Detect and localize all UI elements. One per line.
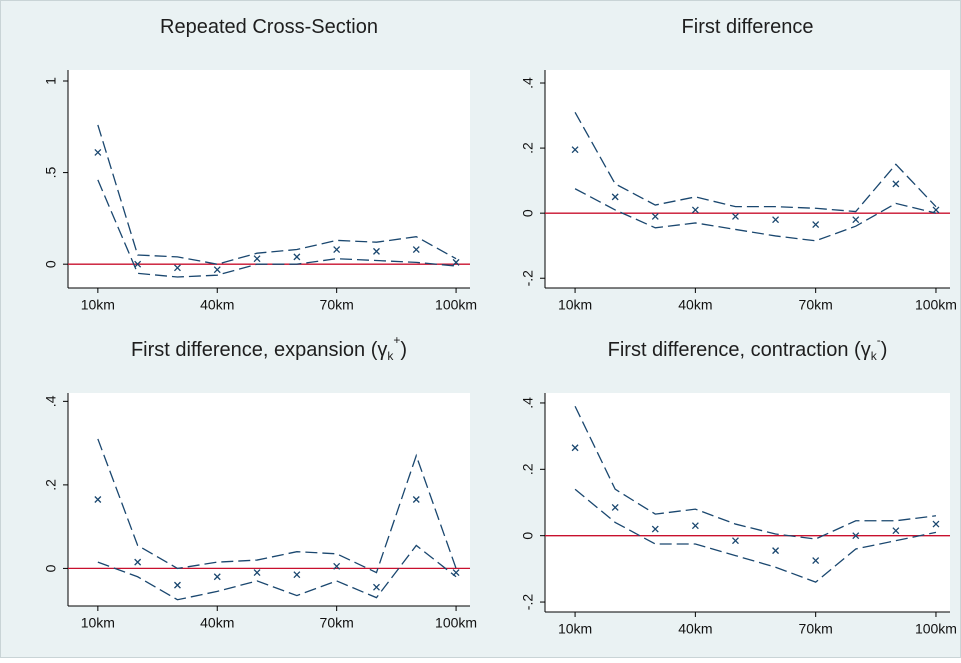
point-marker xyxy=(611,193,619,201)
point-marker xyxy=(134,558,142,566)
y-tick-label: -.2 xyxy=(520,270,536,287)
ci-line xyxy=(574,111,937,213)
title-main: Repeated Cross-Section xyxy=(160,16,378,38)
y-tick-label: .4 xyxy=(520,77,536,89)
x-tick-label: 40km xyxy=(678,297,712,313)
y-tick-label: 0 xyxy=(520,209,536,217)
plot-area xyxy=(68,393,470,606)
x-tick-label: 10km xyxy=(81,615,115,631)
y-tick-label: .2 xyxy=(43,479,59,491)
ci-line xyxy=(97,544,457,601)
y-tick-label: 0 xyxy=(43,260,59,268)
x-tick-label: 40km xyxy=(200,297,234,313)
point-marker xyxy=(333,246,341,253)
point-marker xyxy=(94,496,102,503)
point-marker xyxy=(373,247,380,255)
x-tick-label: 100km xyxy=(915,621,957,637)
point-marker xyxy=(691,522,699,530)
point-marker xyxy=(293,253,301,261)
point-marker xyxy=(213,266,221,274)
ci-line xyxy=(574,405,937,540)
x-tick-label: 70km xyxy=(320,615,354,631)
chart-title: First difference, contraction (γk -) xyxy=(608,333,888,363)
title-end: ) xyxy=(881,339,888,361)
y-tick-label: 0 xyxy=(520,532,536,540)
title-superscript: - xyxy=(877,333,881,347)
point-marker xyxy=(812,557,820,565)
point-marker xyxy=(293,571,301,579)
ci-line xyxy=(574,488,937,583)
x-tick-label: 100km xyxy=(435,615,477,631)
chart-title: First difference, expansion (γk +) xyxy=(131,333,407,363)
point-marker xyxy=(452,258,460,266)
x-tick-label: 40km xyxy=(200,615,234,631)
y-tick-label: -.2 xyxy=(520,594,536,611)
y-tick-label: .4 xyxy=(520,397,536,409)
point-marker xyxy=(173,581,181,589)
chart-title: First difference xyxy=(682,16,814,38)
point-marker xyxy=(932,520,940,528)
point-marker xyxy=(412,496,420,503)
y-tick-label: .4 xyxy=(43,395,59,407)
plot-area xyxy=(545,70,950,288)
ci-line xyxy=(97,124,457,265)
chart-title: Repeated Cross-Section xyxy=(160,16,378,38)
title-end: ) xyxy=(400,339,407,361)
point-marker xyxy=(732,212,739,220)
x-tick-label: 10km xyxy=(558,297,592,313)
point-marker xyxy=(651,525,659,533)
point-marker xyxy=(892,527,900,535)
point-marker xyxy=(571,444,579,452)
title-main: First difference, expansion (γ xyxy=(131,339,387,361)
y-tick-label: .2 xyxy=(520,142,536,154)
x-tick-label: 10km xyxy=(81,297,115,313)
point-marker xyxy=(932,206,940,214)
x-tick-label: 100km xyxy=(915,297,957,313)
ci-line xyxy=(574,188,937,242)
point-marker xyxy=(213,573,221,581)
point-marker xyxy=(892,180,900,188)
ci-line xyxy=(97,438,457,574)
point-marker xyxy=(812,221,820,229)
point-marker xyxy=(253,255,261,263)
point-marker xyxy=(253,569,261,577)
y-tick-label: .2 xyxy=(520,463,536,475)
point-marker xyxy=(94,148,102,156)
title-main: First difference xyxy=(682,16,814,38)
point-marker xyxy=(852,216,860,224)
x-tick-label: 70km xyxy=(320,297,354,313)
ci-line xyxy=(97,179,457,278)
x-tick-label: 10km xyxy=(558,621,592,637)
y-tick-label: 1 xyxy=(43,77,59,85)
x-tick-label: 70km xyxy=(799,621,833,637)
point-marker xyxy=(333,562,341,570)
title-subscript: k xyxy=(387,349,394,363)
plot-area xyxy=(68,70,470,288)
point-marker xyxy=(772,547,780,555)
point-marker xyxy=(173,264,181,272)
title-superscript: + xyxy=(393,333,400,347)
title-main: First difference, contraction (γ xyxy=(608,339,871,361)
point-marker xyxy=(373,583,380,591)
plot-area xyxy=(545,393,950,612)
point-marker xyxy=(412,246,420,253)
point-marker xyxy=(732,537,739,545)
y-tick-label: .5 xyxy=(43,167,59,179)
x-tick-label: 100km xyxy=(435,297,477,313)
x-tick-label: 70km xyxy=(799,297,833,313)
y-tick-label: 0 xyxy=(43,564,59,572)
point-marker xyxy=(134,260,142,268)
point-marker xyxy=(611,504,619,511)
point-marker xyxy=(651,212,659,220)
x-tick-label: 40km xyxy=(678,621,712,637)
point-marker xyxy=(772,216,780,224)
title-subscript: k xyxy=(871,349,878,363)
point-marker xyxy=(852,532,860,540)
point-marker xyxy=(571,146,579,154)
point-marker xyxy=(691,206,699,214)
